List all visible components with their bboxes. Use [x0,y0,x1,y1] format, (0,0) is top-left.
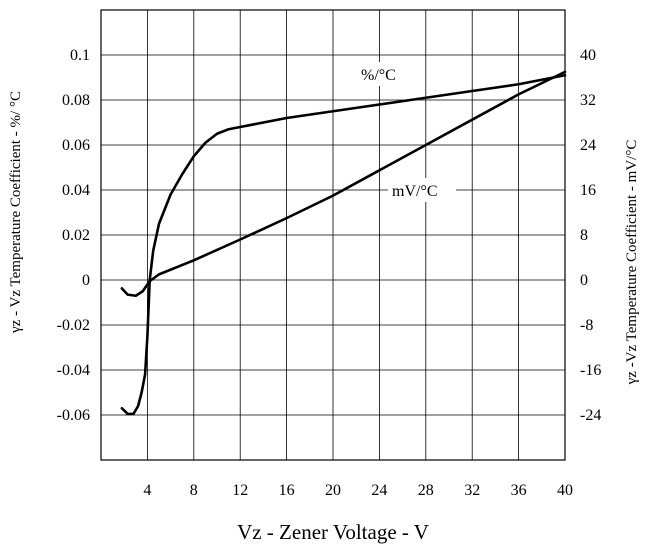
series-percent-line [120,73,567,416]
x-tick-label: 20 [325,482,341,499]
y-left-tick-label: 0.1 [70,47,90,64]
y-right-tick-label: 24 [580,137,596,154]
y-right-tick-label: 32 [580,92,596,109]
y-right-tick-labels: 40 32 24 16 8 0 -8 -16 -24 [580,47,601,424]
y-left-tick-label: -0.06 [57,407,90,424]
y-left-tick-label: -0.02 [57,317,90,334]
y-axis-right-title: γz -Vz Temperature Coefficient - mV/°C [624,140,640,386]
x-tick-label: 40 [557,482,573,499]
y-axis-left-title: γz - Vz Temperature Coefficient - %/ °C [8,91,24,334]
curve-label-mv: mV/°C [392,183,438,200]
x-tick-label: 16 [279,482,295,499]
y-left-tick-labels: 0.1 0.08 0.06 0.04 0.02 0 -0.02 -0.04 -0.06 [57,47,90,424]
y-left-tick-label: -0.04 [57,362,90,379]
x-tick-label: 32 [464,482,480,499]
x-tick-labels: 4 8 12 16 20 24 28 32 36 40 [143,482,573,499]
y-left-tick-label: 0.02 [62,227,90,244]
curve-label-percent: %/°C [361,67,396,84]
x-tick-label: 4 [143,482,151,499]
series-layer [120,70,567,416]
x-tick-label: 8 [190,482,198,499]
plot-frame [100,9,566,461]
y-right-tick-label: 0 [580,272,588,289]
x-tick-label: 24 [371,482,387,499]
x-tick-label: 12 [232,482,248,499]
y-left-tick-label: 0.04 [62,182,90,199]
y-right-tick-label: 16 [580,182,596,199]
y-right-tick-label: -8 [580,317,593,334]
y-right-tick-label: 40 [580,47,596,64]
y-left-tick-label: 0.06 [62,137,90,154]
y-left-tick-label: 0.08 [62,92,90,109]
y-right-tick-label: -16 [580,362,601,379]
grid [101,10,565,460]
y-left-tick-label: 0 [82,272,90,289]
y-right-tick-label: -24 [580,407,601,424]
y-right-tick-label: 8 [580,227,588,244]
series-mv-line [120,70,567,298]
x-tick-label: 28 [418,482,434,499]
x-tick-label: 36 [511,482,527,499]
x-axis-title: Vz - Zener Voltage - V [237,520,429,544]
